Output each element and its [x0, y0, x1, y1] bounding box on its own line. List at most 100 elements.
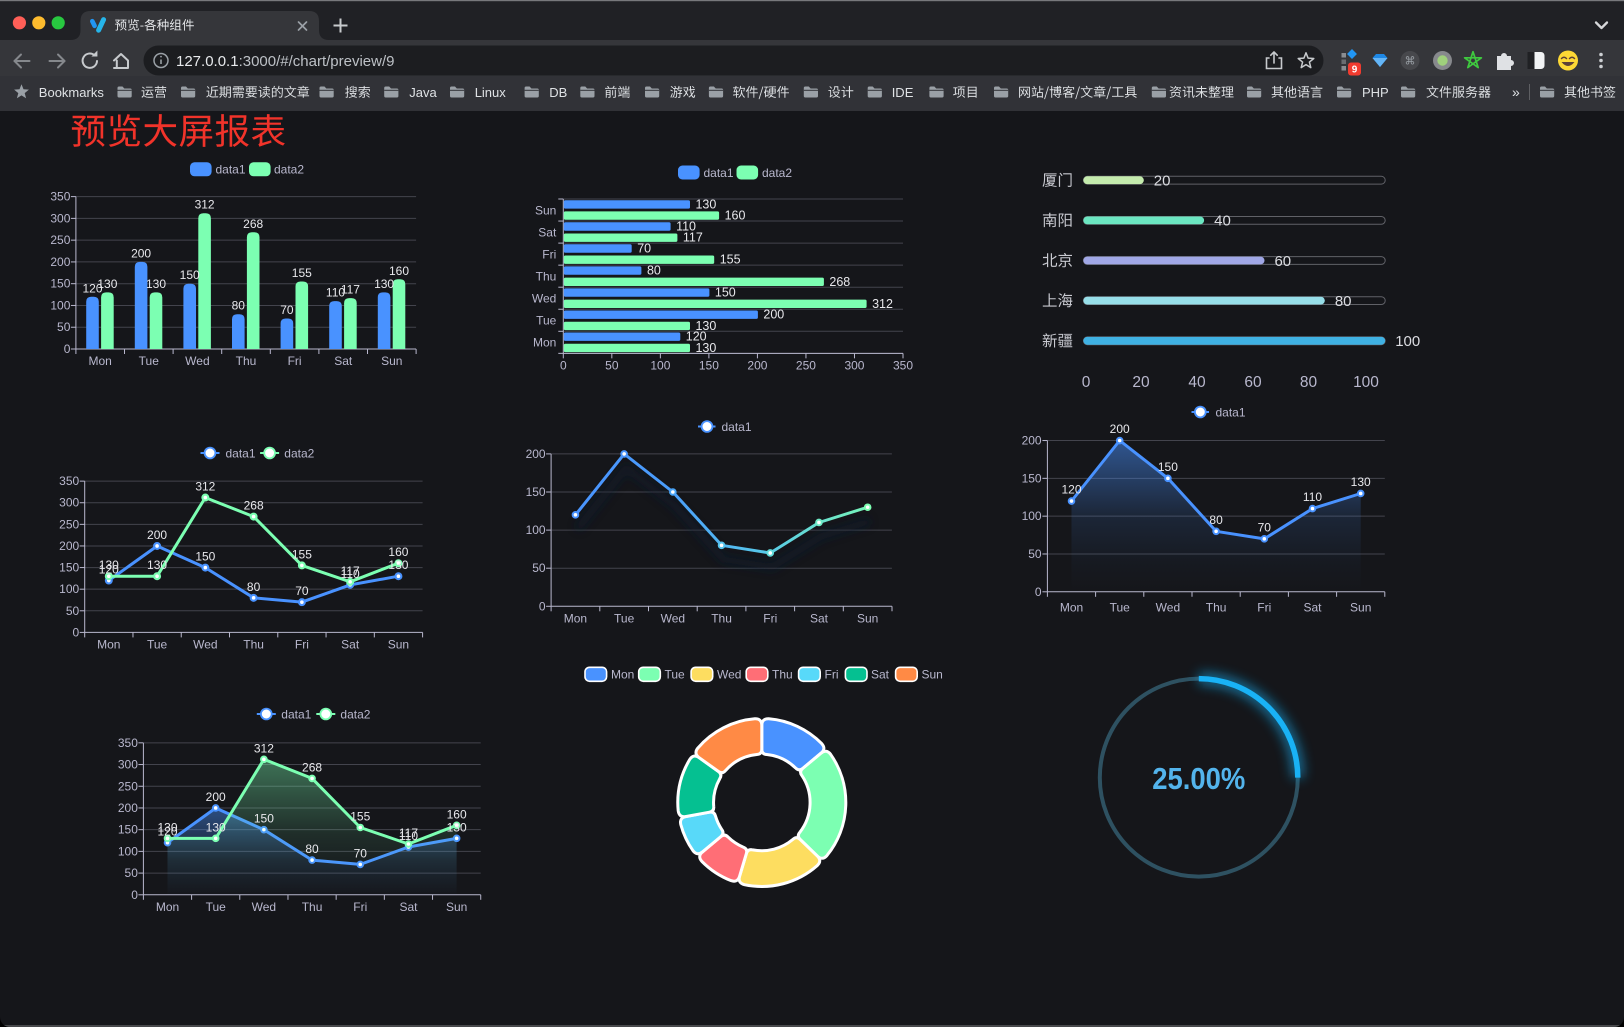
svg-text:150: 150	[715, 286, 736, 300]
svg-text:Sun: Sun	[922, 668, 943, 682]
svg-text:Fri: Fri	[295, 638, 309, 652]
svg-text:155: 155	[292, 547, 312, 561]
svg-text:Sun: Sun	[857, 612, 878, 626]
svg-text:80: 80	[247, 580, 261, 594]
svg-text:150: 150	[59, 561, 79, 575]
svg-text:150: 150	[195, 550, 215, 564]
svg-text:Fri: Fri	[825, 668, 839, 682]
svg-text:100: 100	[1353, 374, 1379, 391]
svg-text:350: 350	[59, 474, 79, 488]
svg-text:80: 80	[647, 264, 661, 278]
svg-text:data2: data2	[284, 446, 314, 460]
svg-text:200: 200	[131, 246, 151, 260]
svg-text:»: »	[1512, 84, 1520, 100]
svg-text:130: 130	[1351, 475, 1371, 489]
svg-text:Tue: Tue	[139, 354, 160, 368]
svg-text:268: 268	[302, 760, 322, 774]
svg-text:150: 150	[526, 485, 546, 499]
svg-text:200: 200	[206, 790, 226, 804]
svg-text:data2: data2	[762, 166, 792, 180]
svg-text:150: 150	[180, 268, 200, 282]
svg-text:80: 80	[232, 299, 246, 313]
svg-text:50: 50	[1028, 547, 1042, 561]
svg-text:110: 110	[341, 567, 360, 581]
svg-text:PHP: PHP	[1362, 85, 1389, 100]
svg-text:117: 117	[341, 283, 360, 297]
svg-text:Bookmarks: Bookmarks	[39, 85, 105, 100]
svg-text:150: 150	[254, 812, 274, 826]
svg-text:80: 80	[1300, 374, 1318, 391]
svg-text:100: 100	[50, 298, 70, 312]
svg-text:110: 110	[676, 219, 696, 233]
svg-text:60: 60	[1274, 253, 1291, 270]
svg-text:350: 350	[893, 358, 913, 372]
svg-text:100: 100	[1395, 333, 1420, 350]
svg-text:250: 250	[50, 233, 70, 247]
svg-text:130: 130	[157, 820, 177, 834]
svg-text:150: 150	[118, 823, 138, 837]
svg-text:70: 70	[295, 584, 309, 598]
svg-text:Sun: Sun	[446, 900, 467, 914]
svg-text:155: 155	[292, 266, 312, 280]
svg-text:110: 110	[399, 829, 418, 843]
svg-text:150: 150	[699, 358, 719, 372]
svg-text:80: 80	[305, 842, 319, 856]
svg-text:70: 70	[354, 846, 368, 860]
svg-text:200: 200	[1110, 422, 1130, 436]
svg-text:200: 200	[1022, 434, 1042, 448]
svg-text:Thu: Thu	[1206, 601, 1227, 615]
svg-text:Wed: Wed	[661, 612, 685, 626]
svg-text:50: 50	[66, 604, 80, 618]
svg-text:0: 0	[1035, 585, 1042, 599]
svg-text:data2: data2	[340, 707, 370, 721]
svg-text:200: 200	[763, 308, 784, 322]
svg-text:25.00%: 25.00%	[1152, 761, 1245, 796]
svg-text:Tue: Tue	[536, 314, 557, 328]
svg-text:Thu: Thu	[243, 638, 264, 652]
svg-text:312: 312	[195, 198, 215, 212]
svg-text:120: 120	[82, 281, 102, 295]
svg-text:Thu: Thu	[236, 354, 257, 368]
svg-text:350: 350	[118, 736, 138, 750]
svg-text:Thu: Thu	[536, 269, 557, 283]
svg-text:150: 150	[1158, 460, 1178, 474]
svg-text:110: 110	[326, 286, 345, 300]
svg-text:117: 117	[341, 564, 360, 578]
svg-text:data1: data1	[216, 163, 246, 177]
svg-text:Fri: Fri	[542, 247, 556, 261]
svg-text:117: 117	[683, 231, 703, 245]
svg-text:160: 160	[388, 545, 408, 559]
svg-text:100: 100	[1022, 509, 1042, 523]
svg-text:Tue: Tue	[614, 612, 635, 626]
svg-text:Mon: Mon	[611, 668, 634, 682]
svg-text:150: 150	[1022, 471, 1042, 485]
svg-text:Mon: Mon	[564, 612, 587, 626]
svg-text:Wed: Wed	[1156, 601, 1180, 615]
svg-text:110: 110	[1303, 490, 1322, 504]
svg-text:Thu: Thu	[711, 612, 732, 626]
svg-text:120: 120	[686, 330, 707, 344]
svg-text:155: 155	[350, 809, 370, 823]
svg-text:50: 50	[57, 320, 71, 334]
svg-text:Fri: Fri	[1257, 601, 1271, 615]
svg-text:Sat: Sat	[871, 668, 890, 682]
svg-text:160: 160	[447, 807, 467, 821]
svg-text:130: 130	[695, 341, 716, 355]
svg-text:50: 50	[125, 866, 139, 880]
svg-text:200: 200	[147, 528, 167, 542]
svg-text:70: 70	[280, 303, 294, 317]
svg-text:130: 130	[447, 820, 467, 834]
svg-text:Sun: Sun	[381, 354, 402, 368]
svg-text:40: 40	[1188, 374, 1206, 391]
svg-text:130: 130	[147, 558, 167, 572]
svg-text:Wed: Wed	[252, 900, 276, 914]
svg-text:130: 130	[695, 319, 716, 333]
svg-text:250: 250	[118, 779, 138, 793]
svg-text:100: 100	[59, 582, 79, 596]
svg-text:80: 80	[1335, 293, 1352, 310]
svg-text:40: 40	[1214, 213, 1231, 230]
svg-text:Wed: Wed	[532, 292, 556, 306]
svg-text:312: 312	[872, 297, 893, 311]
svg-text:Sat: Sat	[538, 225, 557, 239]
svg-text:70: 70	[1258, 520, 1272, 534]
